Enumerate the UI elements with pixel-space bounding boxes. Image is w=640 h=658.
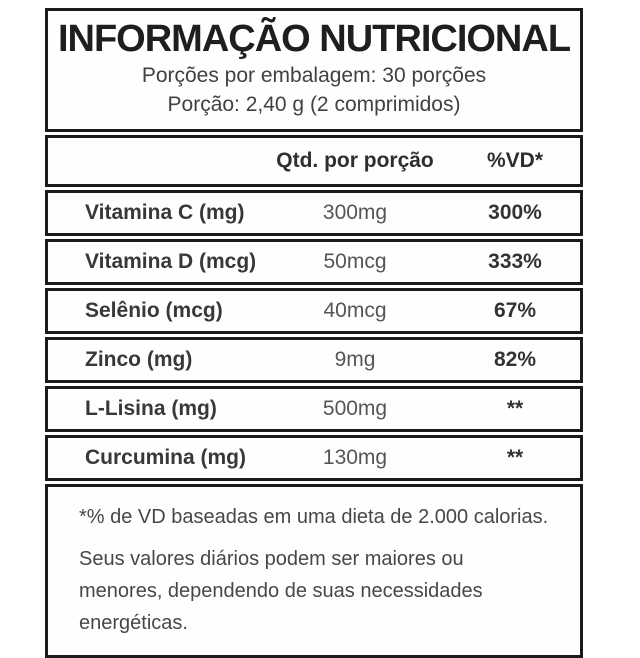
nutrient-name: Curcumina (mg) [85,446,247,469]
nutrient-quantity: 130mg [322,446,388,469]
nutrient-name: Selênio (mcg) [85,299,223,322]
label-title: INFORMAÇÃO NUTRICIONAL [57,18,571,60]
nutrient-name: Vitamina D (mcg) [85,250,257,273]
nutrient-name: Vitamina C (mg) [85,201,245,224]
servings-per-package-text: Porções por embalagem: 30 porções [141,64,487,87]
nutrient-quantity: 50mcg [323,250,387,273]
nutrient-dv: 82% [493,348,537,371]
nutrient-name: L-Lisina (mg) [85,397,217,420]
nutrient-dv: 67% [493,299,537,322]
table-row-curcumina: Curcumina (mg) 130mg ** [45,435,583,481]
footnote-daily-values: Seus valores diários podem ser maiores o… [79,548,483,634]
column-header-dv: %VD* [486,149,544,172]
nutrient-dv: ** [506,397,524,420]
nutrient-quantity: 300mg [322,201,388,224]
nutrient-name: Zinco (mg) [85,348,193,371]
label-footnotes: *% de VD baseadas em uma dieta de 2.000 … [45,484,583,658]
nutrient-quantity: 500mg [322,397,388,420]
nutrient-dv: ** [506,446,524,469]
table-row-vitamina-d: Vitamina D (mcg) 50mcg 333% [45,239,583,285]
nutrition-label: INFORMAÇÃO NUTRICIONAL Porções por embal… [45,8,583,658]
nutrient-quantity: 40mcg [323,299,387,322]
column-header-row: Qtd. por porção %VD* [45,135,583,187]
nutrient-dv: 333% [488,250,542,273]
nutrient-quantity: 9mg [334,348,376,371]
table-row-selenio: Selênio (mcg) 40mcg 67% [45,288,583,334]
footnote-dv-basis: *% de VD baseadas em uma dieta de 2.000 … [79,506,549,528]
serving-size-text: Porção: 2,40 g (2 comprimidos) [167,93,461,116]
table-row-zinco: Zinco (mg) 9mg 82% [45,337,583,383]
label-header: INFORMAÇÃO NUTRICIONAL Porções por embal… [45,8,583,132]
table-row-l-lisina: L-Lisina (mg) 500mg ** [45,386,583,432]
nutrient-dv: 300% [488,201,542,224]
column-header-quantity: Qtd. por porção [276,149,434,172]
table-row-vitamina-c: Vitamina C (mg) 300mg 300% [45,190,583,236]
